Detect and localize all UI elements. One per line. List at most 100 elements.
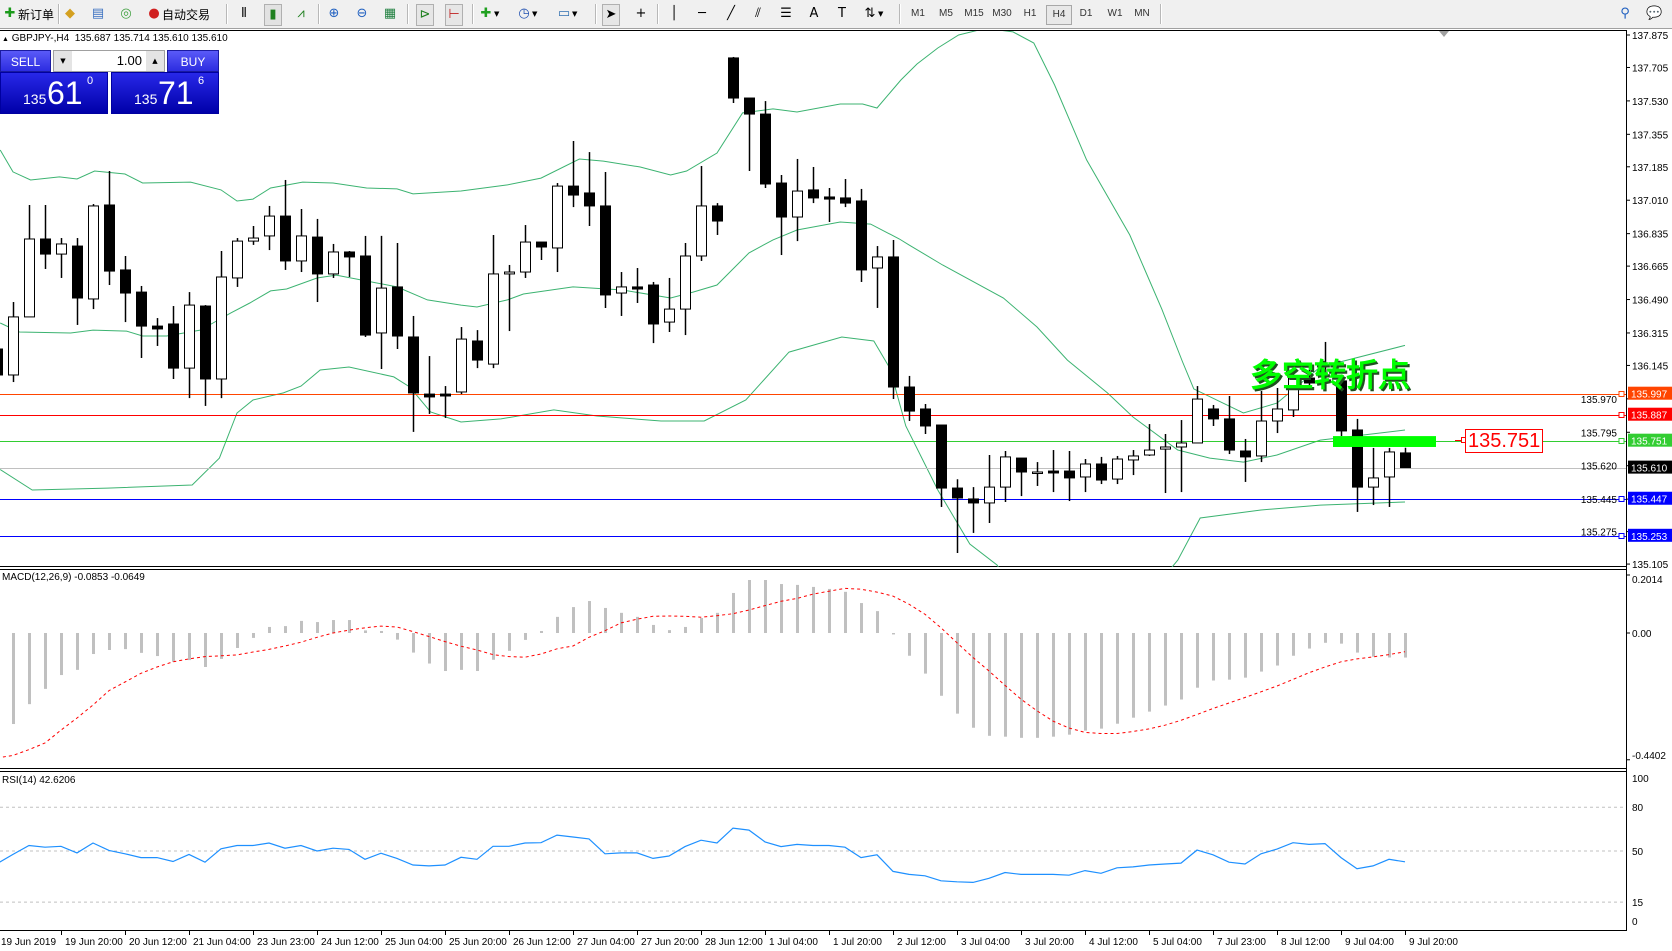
candle (1400, 447, 1411, 469)
zoom-out-button[interactable]: ⊖ (354, 4, 370, 24)
macd-axis-label: 0.2014 (1632, 575, 1663, 586)
timeframe-h1[interactable]: H1 (1023, 8, 1037, 19)
candle (328, 243, 339, 278)
candle (376, 235, 387, 370)
candle-body-bullish (552, 185, 563, 249)
timeframe-mn[interactable]: MN (1134, 8, 1150, 19)
indicators-button[interactable]: ✚ ▼ (478, 4, 500, 24)
candle-body-bullish (1032, 471, 1043, 475)
chat-button[interactable]: 💬 (1646, 4, 1662, 24)
toolbar-separator (226, 4, 228, 24)
candle (968, 487, 979, 533)
fibonacci-button[interactable]: ☰ (778, 4, 794, 24)
macd-histogram-bar (1196, 633, 1199, 688)
arrows-button[interactable]: ⇅ ▼ (862, 4, 884, 24)
macd-histogram-bar (364, 630, 367, 633)
timeframe-m1[interactable]: M1 (911, 8, 925, 19)
candle (952, 479, 963, 553)
time-axis-label: 5 Jul 04:00 (1153, 937, 1202, 948)
macd-histogram-bar (604, 607, 607, 633)
lot-decrease-arrow-icon[interactable]: ▼ (54, 51, 72, 71)
signals-button[interactable]: ◎ (118, 4, 134, 24)
candle (104, 170, 115, 286)
chart-shift-marker[interactable] (1439, 31, 1449, 37)
lot-size-stepper[interactable]: ▼ 1.00 ▲ (53, 50, 165, 72)
candlestick-chart-button[interactable]: ▮ (264, 4, 282, 26)
timeframe-m15[interactable]: M15 (964, 8, 984, 19)
trendline-button[interactable]: ╱ (723, 4, 739, 24)
line-handle-icon[interactable] (1618, 391, 1625, 397)
timeframe-d1[interactable]: D1 (1079, 8, 1093, 19)
new-order-button[interactable]: ✚ 新订单 (2, 4, 54, 24)
timeframe-m30[interactable]: M30 (992, 8, 1012, 19)
vertical-line-button[interactable]: │ (666, 4, 682, 24)
macd-histogram-bar (444, 633, 447, 672)
macd-histogram-bar (780, 584, 783, 633)
line-handle-icon[interactable] (1618, 533, 1625, 539)
candle (440, 386, 451, 418)
text-label-button[interactable]: T (834, 4, 850, 24)
line-handle-icon[interactable] (1618, 496, 1625, 502)
macd-histogram-bar (28, 633, 31, 705)
sell-price-box[interactable]: 135 61 0 (0, 72, 108, 114)
candle-body-bearish (632, 286, 643, 290)
candle (1336, 379, 1347, 437)
cursor-tool-button[interactable]: ➤ (602, 4, 620, 26)
buy-price-box[interactable]: 135 71 6 (111, 72, 219, 114)
tile-windows-button[interactable]: ▦ (382, 4, 398, 24)
line-handle-icon[interactable] (1618, 438, 1625, 444)
market-watch-button[interactable]: ◆ (62, 4, 78, 24)
reversal-zone-rectangle[interactable] (1333, 436, 1436, 447)
bar-chart-button[interactable]: ⫴ (236, 4, 252, 24)
equidistant-channel-button[interactable]: ⫽ (750, 4, 766, 24)
candle-body-bullish (984, 486, 995, 504)
candle (712, 203, 723, 235)
auto-trading-button[interactable]: ● 自动交易 (146, 4, 210, 24)
candle-body-bearish (1304, 377, 1315, 384)
toolbar-separator (1160, 4, 1162, 24)
timeframe-h4[interactable]: H4 (1046, 5, 1072, 25)
line-handle-icon[interactable] (1618, 412, 1625, 418)
price-axis-label: 135.445 (1581, 495, 1618, 506)
candle (0, 348, 3, 376)
candle (232, 238, 243, 287)
rsi-axis-label: 80 (1632, 803, 1644, 814)
chart-shift-button[interactable]: ⊢ (445, 4, 463, 26)
periods-button[interactable]: ◷ ▼ (516, 4, 537, 24)
candle-body-bearish (824, 196, 835, 200)
crosshair-tool-button[interactable]: + (633, 4, 649, 24)
time-axis-label: 20 Jun 12:00 (129, 937, 187, 948)
price-line-label-bg (1628, 433, 1672, 447)
macd-histogram-bar (556, 616, 559, 633)
reversal-point-annotation[interactable]: 多空转折点 (1250, 356, 1411, 394)
macd-histogram-bar (636, 616, 639, 633)
search-button[interactable]: ⚲ (1617, 4, 1633, 24)
chart-header: ▲ GBPJPY-,H4 135.687 135.714 135.610 135… (2, 33, 228, 44)
timeframe-m5[interactable]: M5 (939, 8, 953, 19)
search-icon: ⚲ (1620, 6, 1630, 21)
collapse-arrow-icon[interactable]: ▲ (2, 36, 9, 43)
candle-body-bearish (968, 498, 979, 504)
zoom-in-button[interactable]: ⊕ (326, 4, 342, 24)
line-chart-button[interactable]: ⩘ (293, 4, 309, 24)
text-tool-button[interactable]: A (806, 4, 822, 24)
lot-increase-arrow-icon[interactable]: ▲ (146, 51, 164, 71)
price-label-135751[interactable]: 135.751 (1465, 429, 1544, 453)
navigator-button[interactable]: ▤ (90, 4, 106, 24)
candlestick-icon: ▮ (269, 7, 277, 22)
buy-button[interactable]: BUY (167, 50, 219, 72)
candle (696, 166, 707, 261)
candle-body-bullish (88, 205, 99, 300)
auto-scroll-button[interactable]: ⊳ (416, 4, 434, 26)
macd-histogram-bar (956, 633, 959, 714)
candle (824, 187, 835, 222)
timeframe-w1[interactable]: W1 (1107, 8, 1123, 19)
horizontal-line-button[interactable]: ─ (694, 4, 710, 24)
new-order-label: 新订单 (18, 7, 55, 22)
macd-histogram-bar (716, 612, 719, 633)
sell-button[interactable]: SELL (0, 50, 51, 72)
lot-size-input[interactable]: 1.00 (116, 53, 142, 68)
templates-button[interactable]: ▭ ▼ (556, 4, 578, 24)
candle-body-bullish (1112, 458, 1123, 480)
